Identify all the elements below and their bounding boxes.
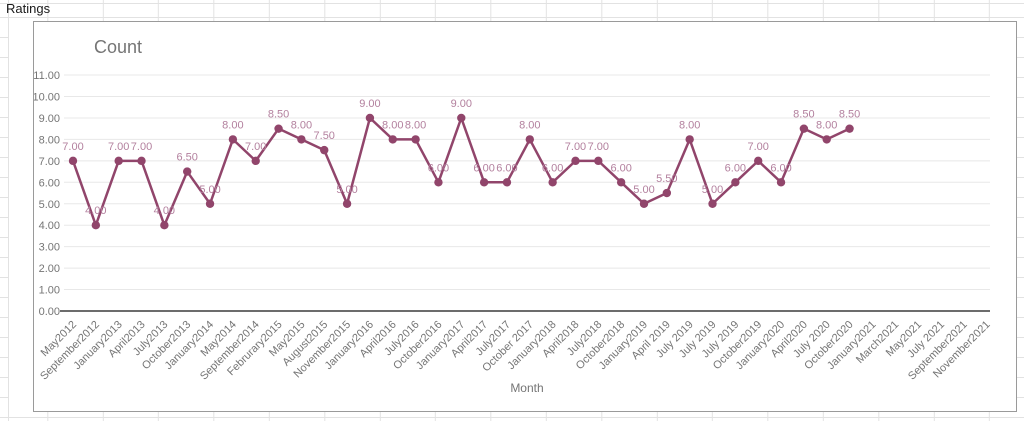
svg-text:2.00: 2.00 (39, 263, 60, 275)
data-labels: 7.004.007.00 7.004.006.505.008.007.008.50… (62, 98, 860, 217)
svg-text:8.00: 8.00 (519, 119, 540, 131)
svg-text:6.00: 6.00 (770, 162, 791, 174)
svg-text:7.00: 7.00 (62, 141, 83, 153)
svg-text:7.00: 7.00 (747, 141, 768, 153)
row-divider (0, 3, 1024, 4)
svg-text:6.00: 6.00 (610, 162, 631, 174)
svg-text:8.00: 8.00 (405, 119, 426, 131)
svg-text:8.00: 8.00 (382, 119, 403, 131)
svg-text:7.00: 7.00 (39, 156, 60, 168)
svg-text:8.50: 8.50 (793, 109, 814, 121)
svg-text:9.00: 9.00 (39, 113, 60, 125)
svg-text:6.00: 6.00 (542, 162, 563, 174)
svg-text:8.00: 8.00 (816, 119, 837, 131)
y-gridlines (60, 74, 990, 312)
svg-text:8.00: 8.00 (222, 119, 243, 131)
svg-text:5.00: 5.00 (199, 184, 220, 196)
chart-plot-area[interactable]: 0.00 1.00 2.00 3.00 4.00 5.00 6.00 7.00 8.00 9.00… (32, 22, 1016, 411)
svg-text:5.00: 5.00 (633, 184, 654, 196)
svg-text:5.00: 5.00 (336, 184, 357, 196)
x-axis-labels: May2012September2012January2013April2013… (38, 319, 993, 383)
y-axis-labels: 0.00 1.00 2.00 3.00 4.00 5.00 6.00 7.00 8.00 9.00… (32, 70, 60, 318)
svg-text:4.00: 4.00 (85, 205, 106, 217)
svg-text:3.00: 3.00 (39, 242, 60, 254)
svg-text:5.00: 5.00 (702, 184, 723, 196)
svg-text:8.50: 8.50 (839, 109, 860, 121)
svg-text:6.50: 6.50 (176, 152, 197, 164)
svg-text:0.00: 0.00 (39, 306, 60, 318)
svg-text:4.00: 4.00 (154, 205, 175, 217)
svg-text:8.50: 8.50 (268, 109, 289, 121)
svg-text:7.00: 7.00 (588, 141, 609, 153)
svg-text:10.00: 10.00 (34, 92, 60, 104)
svg-text:7.00: 7.00 (108, 141, 129, 153)
svg-text:4.00: 4.00 (39, 220, 60, 232)
svg-text:7.00: 7.00 (131, 141, 152, 153)
svg-text:7.00: 7.00 (565, 141, 586, 153)
svg-text:8.00: 8.00 (679, 119, 700, 131)
svg-text:6.00: 6.00 (428, 162, 449, 174)
chart-title: Count (94, 37, 143, 57)
svg-text:6.00: 6.00 (39, 177, 60, 189)
svg-text:6.00: 6.00 (473, 162, 494, 174)
svg-text:8.00: 8.00 (291, 119, 312, 131)
svg-text:7.00: 7.00 (245, 141, 266, 153)
svg-text:9.00: 9.00 (451, 98, 472, 110)
svg-text:9.00: 9.00 (359, 98, 380, 110)
svg-text:6.00: 6.00 (725, 162, 746, 174)
svg-text:7.50: 7.50 (314, 130, 335, 142)
svg-text:5.00: 5.00 (39, 199, 60, 211)
svg-text:11.00: 11.00 (34, 70, 60, 82)
svg-text:6.00: 6.00 (496, 162, 517, 174)
svg-text:8.00: 8.00 (39, 134, 60, 146)
svg-text:1.00: 1.00 (39, 285, 60, 297)
chart-svg[interactable]: 0.001.002.003.004.005.006.007.008.009.00… (32, 22, 1016, 411)
data-points[interactable] (68, 113, 854, 230)
ratings-chart-panel[interactable]: 0.00 1.00 2.00 3.00 4.00 5.00 6.00 7.00 8.00 9.00… (32, 21, 1017, 412)
cell-ratings[interactable]: Ratings (6, 1, 51, 16)
empty-cells (9, 18, 33, 412)
svg-text:5.50: 5.50 (656, 173, 677, 185)
column-divider (8, 0, 9, 421)
x-axis-title: Month (510, 381, 544, 395)
